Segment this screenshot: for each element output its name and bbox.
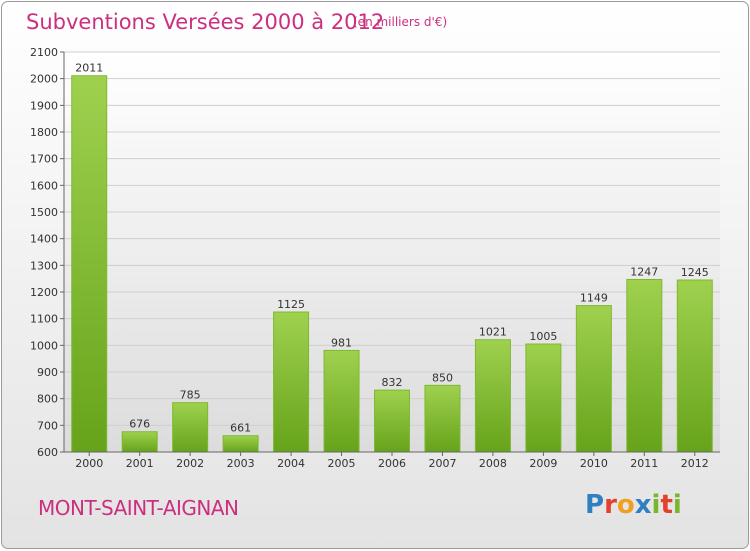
x-tick-label: 2008 — [479, 457, 507, 470]
y-tick-label: 1900 — [30, 99, 58, 112]
logo-letter: x — [634, 490, 652, 520]
logo-letter: o — [616, 490, 635, 520]
data-label: 1005 — [529, 330, 557, 343]
logo-letter: t — [660, 490, 673, 520]
y-tick-label: 1300 — [30, 259, 58, 272]
logo-letter: i — [651, 490, 661, 520]
y-tick-label: 2100 — [30, 46, 58, 59]
bar — [222, 435, 259, 453]
x-tick-label: 2002 — [176, 457, 204, 470]
y-tick-label: 1400 — [30, 233, 58, 246]
bar — [626, 278, 663, 453]
x-tick-label: 2001 — [126, 457, 154, 470]
logo-letter: r — [604, 490, 617, 520]
data-label: 676 — [129, 418, 150, 431]
y-tick-label: 700 — [37, 419, 58, 432]
data-label: 1245 — [681, 266, 709, 279]
bar — [323, 349, 360, 453]
y-tick-label: 900 — [37, 366, 58, 379]
bar — [71, 75, 108, 453]
bar — [172, 402, 209, 453]
y-tick-label: 600 — [37, 446, 58, 459]
y-tick-label: 1600 — [30, 179, 58, 192]
data-label: 850 — [432, 371, 453, 384]
x-tick-label: 2010 — [580, 457, 608, 470]
data-label: 1021 — [479, 326, 507, 339]
chart-unit: (en milliers d'€) — [353, 15, 448, 29]
y-tick-label: 1200 — [30, 286, 58, 299]
x-tick-label: 2009 — [529, 457, 557, 470]
bar — [525, 343, 562, 453]
x-tick-label: 2004 — [277, 457, 305, 470]
logo-letter: i — [672, 490, 682, 520]
data-label: 981 — [331, 336, 352, 349]
bar — [273, 311, 310, 453]
bar — [374, 389, 410, 453]
x-tick-label: 2012 — [681, 457, 709, 470]
data-label: 661 — [230, 422, 251, 435]
commune-name: MONT-SAINT-AIGNAN — [38, 496, 239, 520]
proxiti-logo: Proxiti — [585, 490, 682, 520]
y-tick-label: 800 — [37, 393, 58, 406]
bar — [575, 305, 612, 453]
bar — [121, 431, 158, 453]
bar — [474, 339, 511, 453]
x-tick-label: 2005 — [328, 457, 356, 470]
x-tick-label: 2011 — [630, 457, 658, 470]
x-tick-label: 2003 — [227, 457, 255, 470]
y-tick-label: 1500 — [30, 206, 58, 219]
data-label: 1247 — [630, 265, 658, 278]
data-label: 1125 — [277, 298, 305, 311]
y-tick-label: 1000 — [30, 339, 58, 352]
x-tick-label: 2006 — [378, 457, 406, 470]
x-tick-label: 2007 — [428, 457, 456, 470]
logo-letter: P — [585, 490, 605, 520]
data-label: 832 — [382, 376, 403, 389]
y-tick-label: 1800 — [30, 126, 58, 139]
y-tick-label: 2000 — [30, 73, 58, 86]
bar — [424, 384, 461, 453]
y-tick-label: 1700 — [30, 153, 58, 166]
x-tick-label: 2000 — [75, 457, 103, 470]
chart-title: Subventions Versées 2000 à 2012 — [26, 10, 385, 34]
data-label: 785 — [180, 389, 201, 402]
y-tick-label: 1100 — [30, 313, 58, 326]
data-label: 1149 — [580, 292, 608, 305]
bar — [676, 279, 713, 453]
data-label: 2011 — [75, 62, 103, 75]
